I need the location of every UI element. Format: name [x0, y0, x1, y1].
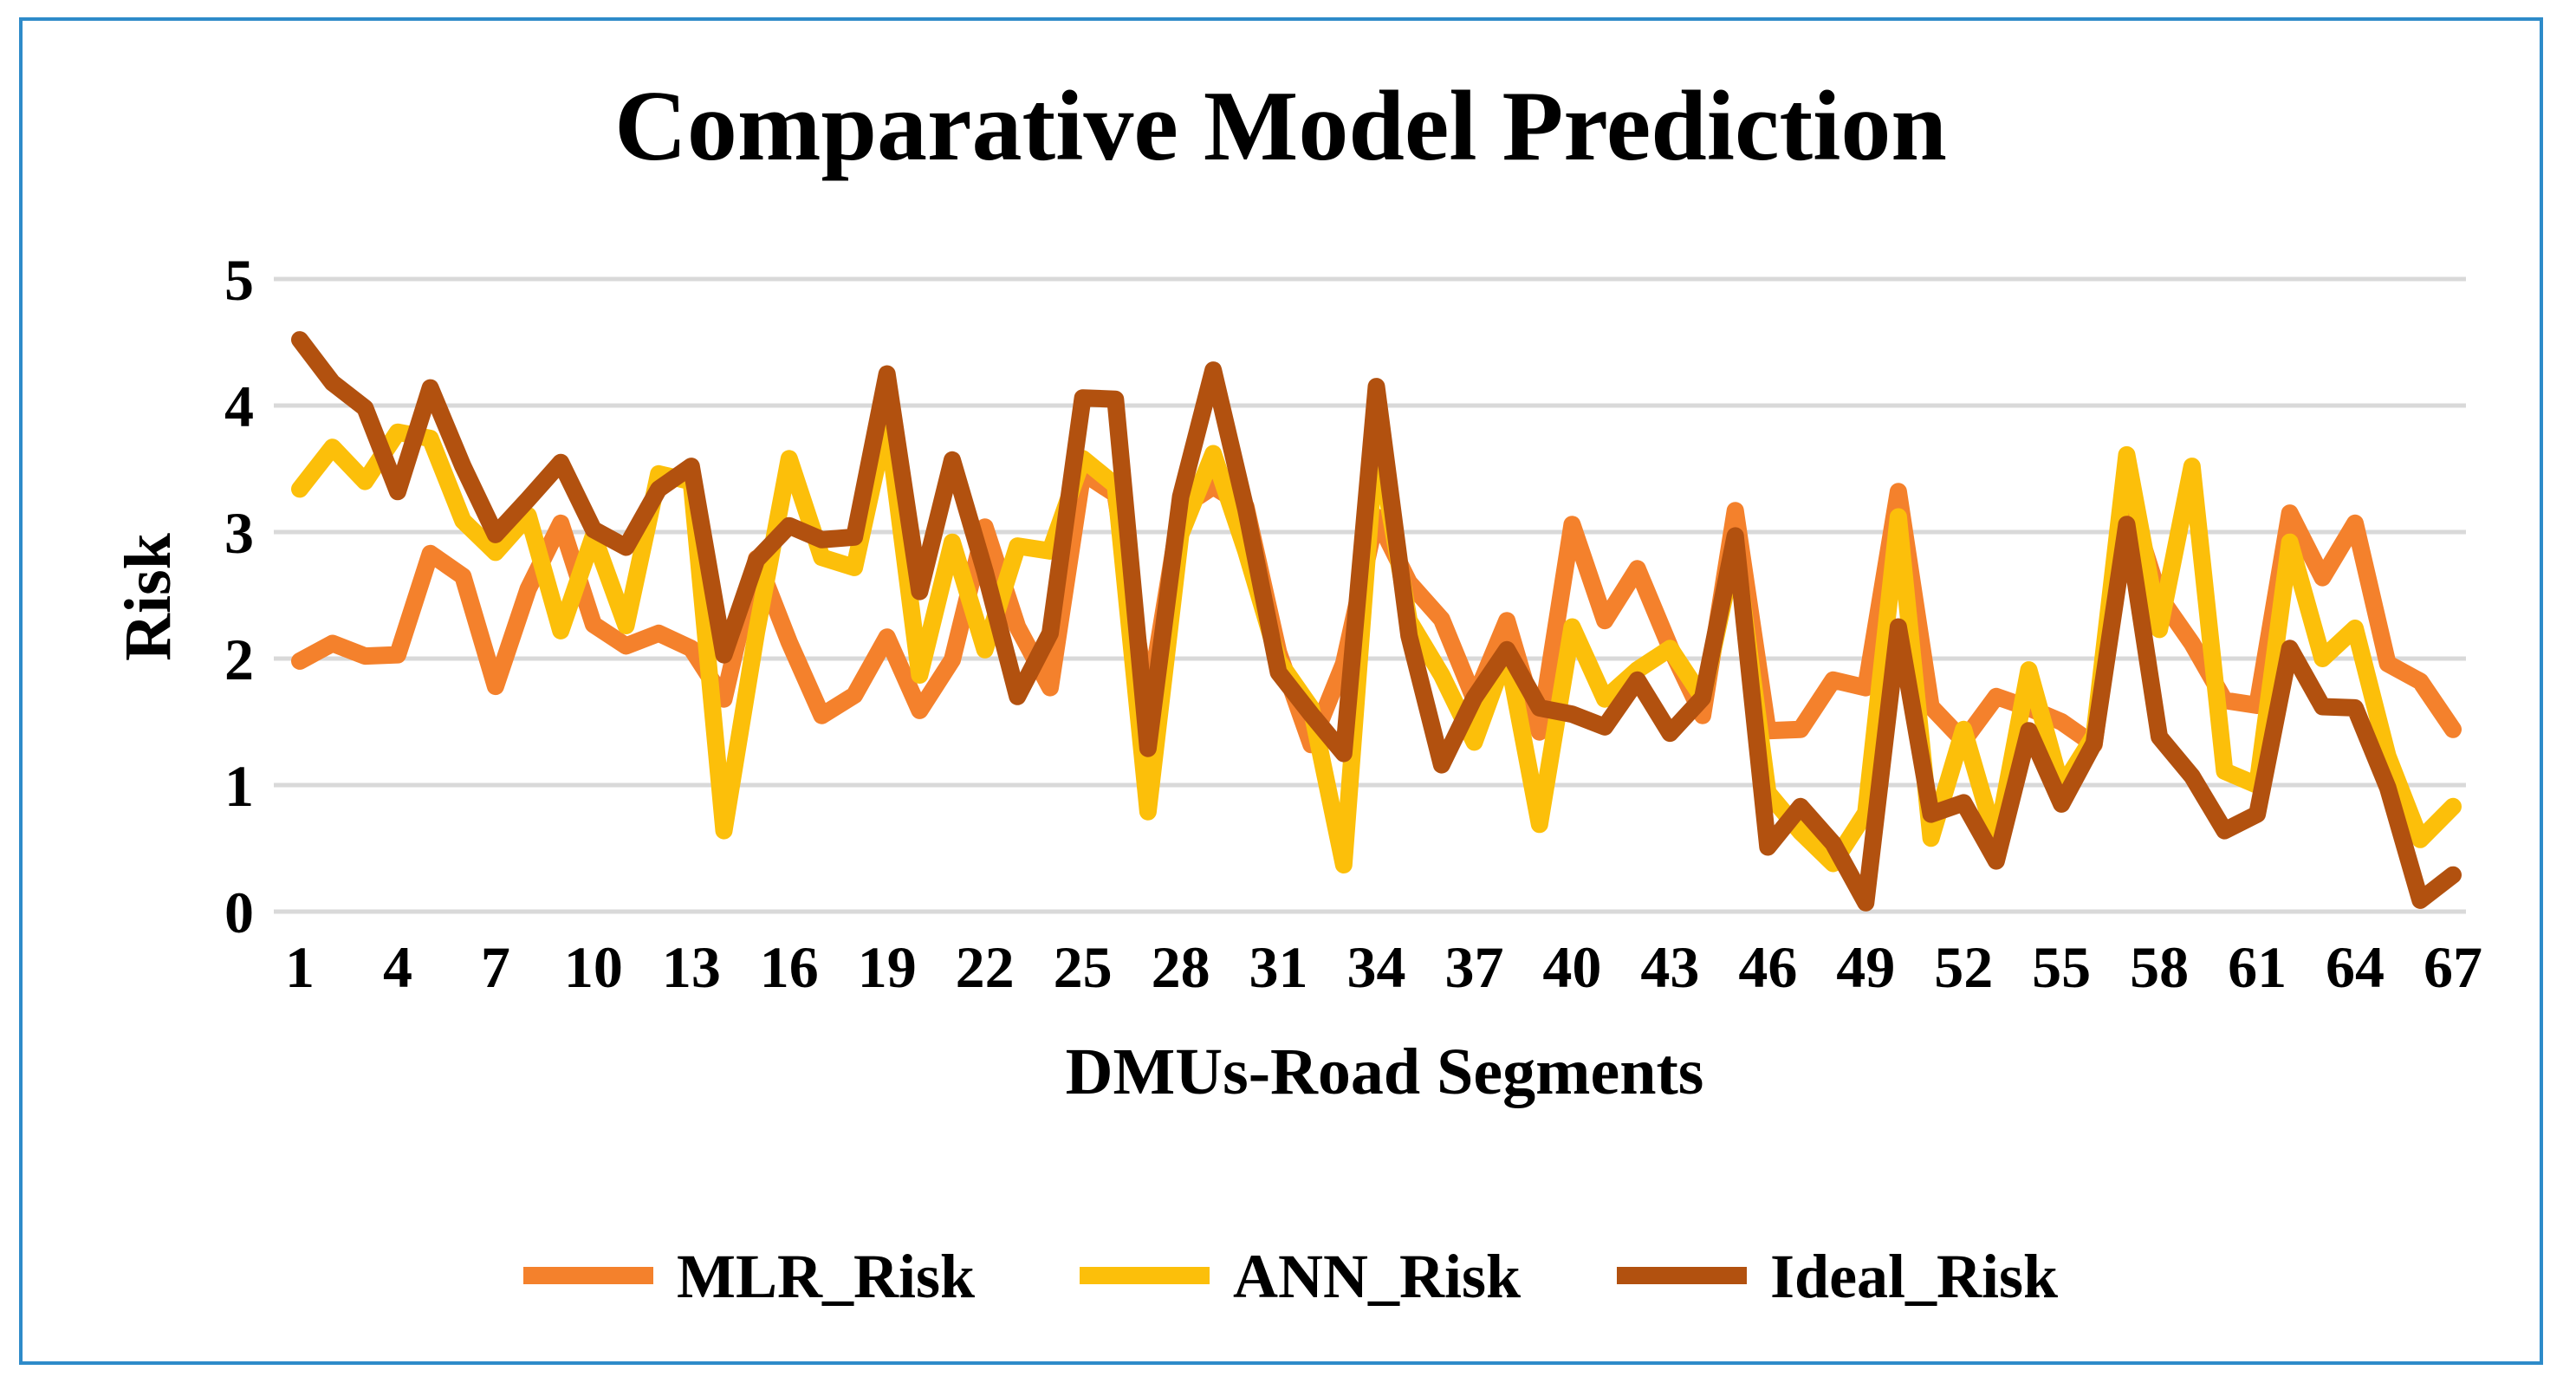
- x-tick-label: 46: [1738, 934, 1797, 1000]
- x-tick-label: 64: [2326, 934, 2385, 1000]
- x-tick-label: 28: [1152, 934, 1210, 1000]
- y-tick-label: 0: [224, 880, 254, 945]
- x-tick-label: 22: [956, 934, 1015, 1000]
- legend-label-ideal-risk: Ideal_Risk: [1770, 1242, 2058, 1311]
- x-tick-label: 7: [481, 934, 510, 1000]
- x-tick-label: 19: [858, 934, 917, 1000]
- x-tick-label: 25: [1054, 934, 1113, 1000]
- y-tick-label: 4: [224, 373, 254, 439]
- y-tick-label: 2: [224, 627, 254, 692]
- x-tick-label: 13: [662, 934, 721, 1000]
- y-tick-labels: 0 1 2 3 4 5: [224, 247, 254, 945]
- x-tick-label: 10: [564, 934, 623, 1000]
- x-tick-label: 58: [2130, 934, 2189, 1000]
- x-tick-label: 16: [760, 934, 819, 1000]
- x-tick-label: 43: [1640, 934, 1699, 1000]
- x-tick-label: 1: [285, 934, 315, 1000]
- legend-label-mlr-risk: MLR_Risk: [677, 1242, 975, 1311]
- x-tick-label: 37: [1444, 934, 1503, 1000]
- x-tick-label: 31: [1249, 934, 1308, 1000]
- y-tick-label: 5: [224, 247, 254, 313]
- series-lines: [291, 331, 2462, 912]
- y-tick-label: 1: [224, 753, 254, 819]
- x-axis-title: DMUs-Road Segments: [1066, 1036, 1704, 1108]
- x-tick-label: 40: [1542, 934, 1601, 1000]
- x-tick-label: 49: [1836, 934, 1895, 1000]
- x-tick-label: 55: [2032, 934, 2091, 1000]
- legend: MLR_Risk ANN_Risk Ideal_Risk: [523, 1242, 2058, 1311]
- chart-title: Comparative Model Prediction: [614, 71, 1947, 182]
- x-tick-label: 4: [383, 934, 412, 1000]
- y-axis-title: Risk: [112, 532, 185, 661]
- x-tick-label: 61: [2228, 934, 2287, 1000]
- series-line-ideal-risk: [291, 331, 2462, 912]
- x-tick-label: 52: [1934, 934, 1993, 1000]
- x-tick-labels: 1 4 7 10 13 16 19 22 25 28 31 34 37 40 43 46 49 52 55 58 61 6…: [285, 934, 2482, 1000]
- x-tick-label: 67: [2424, 934, 2482, 1000]
- legend-label-ann-risk: ANN_Risk: [1233, 1242, 1521, 1311]
- x-tick-label: 34: [1347, 934, 1406, 1000]
- y-tick-label: 3: [224, 500, 254, 566]
